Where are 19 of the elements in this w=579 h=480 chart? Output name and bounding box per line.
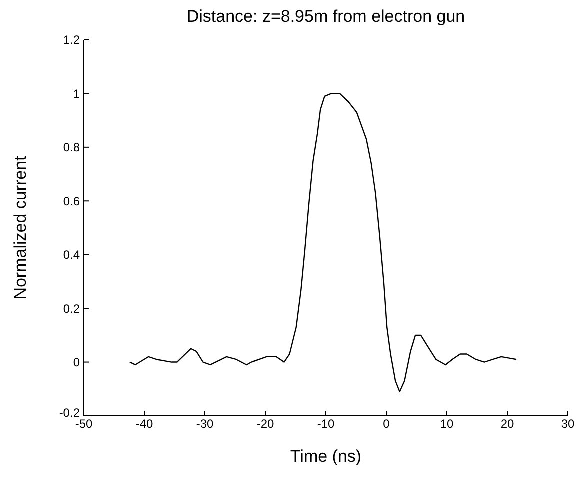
y-tick-label: 0.2 xyxy=(63,302,80,316)
y-tick-label: 0.4 xyxy=(63,248,80,262)
x-tick-label: -20 xyxy=(256,417,274,431)
x-tick-label: 10 xyxy=(440,417,454,431)
x-tick-label: -30 xyxy=(196,417,214,431)
y-tick-label: 1 xyxy=(73,86,80,101)
x-tick-label: 20 xyxy=(500,417,514,431)
x-tick-label: 30 xyxy=(561,417,575,431)
x-tick-label: -40 xyxy=(136,417,154,431)
y-tick-label: 0.8 xyxy=(63,140,80,155)
y-tick-label: 0.6 xyxy=(63,194,80,208)
x-axis-title: Time (ns) xyxy=(290,447,362,466)
y-tick-label: 0 xyxy=(73,355,80,370)
y-axis-title: Normalized current xyxy=(11,156,30,300)
chart-title: Distance: z=8.95m from electron gun xyxy=(186,7,466,26)
x-tick-label: 0 xyxy=(383,417,390,431)
y-tick-label: 1.2 xyxy=(63,33,80,48)
x-tick-label: -10 xyxy=(317,417,335,431)
line-series xyxy=(129,93,518,392)
